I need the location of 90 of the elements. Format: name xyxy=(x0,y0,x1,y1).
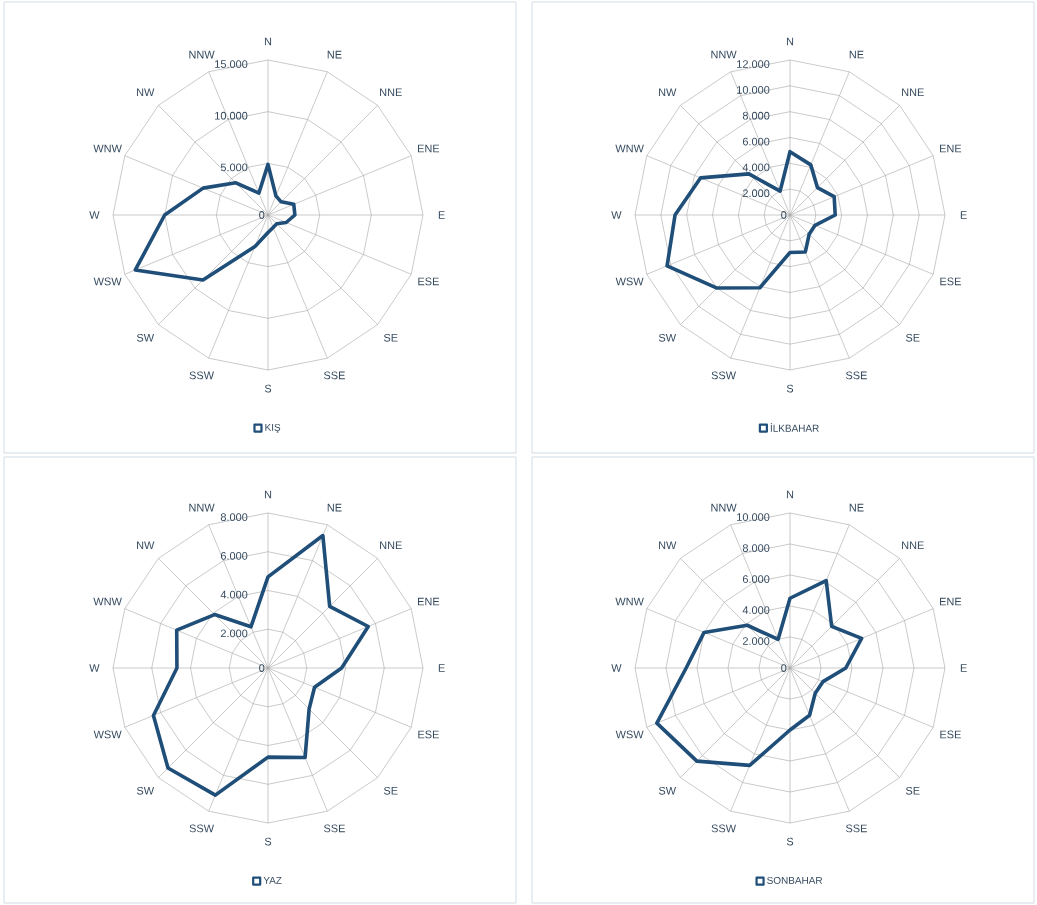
spoke-label: E xyxy=(438,211,445,219)
spoke-label: NW xyxy=(137,541,155,550)
y-tick-label: 4.000 xyxy=(220,590,248,599)
spoke-label: S xyxy=(786,837,794,846)
spoke-label: NNE xyxy=(380,88,402,97)
spoke-label: SSW xyxy=(711,824,737,833)
spoke-label: SSW xyxy=(189,371,214,380)
legend-label: KIŞ xyxy=(265,423,281,433)
spoke-label: SSE xyxy=(323,371,345,380)
y-tick-label: 10.000 xyxy=(737,86,770,94)
spoke-label: SW xyxy=(658,786,677,795)
legend-label: YAZ xyxy=(263,876,282,884)
spoke-label: WNW xyxy=(93,597,122,606)
spoke-label: WSW xyxy=(93,730,122,739)
y-tick-label: 6.000 xyxy=(742,137,770,146)
y-tick-label: 5.000 xyxy=(220,163,248,172)
spoke-label: SW xyxy=(136,333,155,342)
y-tick-label: 8.000 xyxy=(220,513,248,521)
y-tick-label: 2.000 xyxy=(742,189,770,198)
y-tick-label: 0 xyxy=(781,211,787,219)
spoke-label: SSW xyxy=(711,371,737,380)
y-tick-label: 8.000 xyxy=(742,111,770,120)
spoke-label: ENE xyxy=(940,597,962,606)
spoke-label: S xyxy=(786,384,794,393)
y-tick-label: 6.000 xyxy=(742,575,770,583)
spoke-label: W xyxy=(89,664,100,672)
y-tick-label: 15.000 xyxy=(215,60,248,68)
spoke-label: WSW xyxy=(93,277,122,286)
y-tick-label: 12.000 xyxy=(737,60,770,68)
spoke-label: WSW xyxy=(615,277,644,286)
spoke-label: SE xyxy=(905,786,920,795)
spoke-label: N xyxy=(786,37,794,46)
spoke-label: NNW xyxy=(189,50,215,59)
spoke-label: NE xyxy=(849,503,864,512)
spoke-label: W xyxy=(611,211,622,219)
spoke-label: E xyxy=(438,664,445,672)
spoke-label: NW xyxy=(659,541,677,550)
spoke-label: SE xyxy=(383,786,398,795)
spoke-label: SSE xyxy=(323,824,345,833)
spoke-label: NW xyxy=(659,88,677,96)
spoke-label: W xyxy=(89,211,100,219)
spoke-label: ESE xyxy=(940,730,961,739)
spoke-label: NE xyxy=(327,503,342,512)
y-tick-label: 4.000 xyxy=(742,163,770,172)
spoke-label: E xyxy=(960,211,967,219)
spoke-label: ESE xyxy=(418,277,439,286)
spoke-label: S xyxy=(264,384,272,393)
y-tick-label: 4.000 xyxy=(742,606,770,614)
spoke-label: NNE xyxy=(380,541,402,550)
spoke-label: N xyxy=(264,37,272,46)
y-tick-label: 2.000 xyxy=(220,629,248,638)
spoke-label: NE xyxy=(327,50,342,59)
spoke-label: NNE xyxy=(902,541,924,550)
spoke-label: N xyxy=(264,490,272,499)
spoke-label: NNW xyxy=(711,50,737,59)
spoke-label: N xyxy=(786,490,794,499)
spoke-label: SW xyxy=(658,333,677,342)
spoke-label: SE xyxy=(383,333,398,342)
spoke-label: S xyxy=(264,837,272,846)
spoke-label: NW xyxy=(137,88,155,97)
spoke-label: ESE xyxy=(418,730,439,739)
spoke-label: E xyxy=(960,664,967,672)
y-tick-label: 6.000 xyxy=(220,551,248,560)
spoke-label: SW xyxy=(136,786,155,795)
spoke-label: NNW xyxy=(711,503,737,512)
y-tick-label: 0 xyxy=(259,664,265,672)
spoke-label: SSE xyxy=(845,824,867,833)
spoke-label: WNW xyxy=(615,144,644,153)
spoke-label: ENE xyxy=(418,144,440,153)
spoke-label: ENE xyxy=(418,597,440,606)
y-tick-label: 10.000 xyxy=(737,513,770,521)
spoke-label: SSW xyxy=(189,824,214,833)
spoke-label: SSE xyxy=(845,371,867,380)
spoke-label: NNW xyxy=(189,503,215,512)
legend-label: SONBAHAR xyxy=(767,876,823,884)
y-tick-label: 2.000 xyxy=(742,637,770,645)
spoke-label: NE xyxy=(849,50,864,59)
spoke-label: NNE xyxy=(902,88,924,96)
spoke-label: ENE xyxy=(940,144,962,153)
spoke-label: SE xyxy=(905,333,920,342)
y-tick-label: 0 xyxy=(781,664,787,672)
legend-label: İLKBAHAR xyxy=(770,423,819,432)
y-tick-label: 0 xyxy=(259,211,265,219)
spoke-label: WNW xyxy=(93,144,122,153)
spoke-label: WNW xyxy=(615,597,644,606)
spoke-label: WSW xyxy=(615,730,644,739)
y-tick-label: 10.000 xyxy=(215,111,248,120)
y-tick-label: 8.000 xyxy=(742,544,770,552)
spoke-label: W xyxy=(611,664,622,672)
spoke-label: ESE xyxy=(940,277,961,286)
